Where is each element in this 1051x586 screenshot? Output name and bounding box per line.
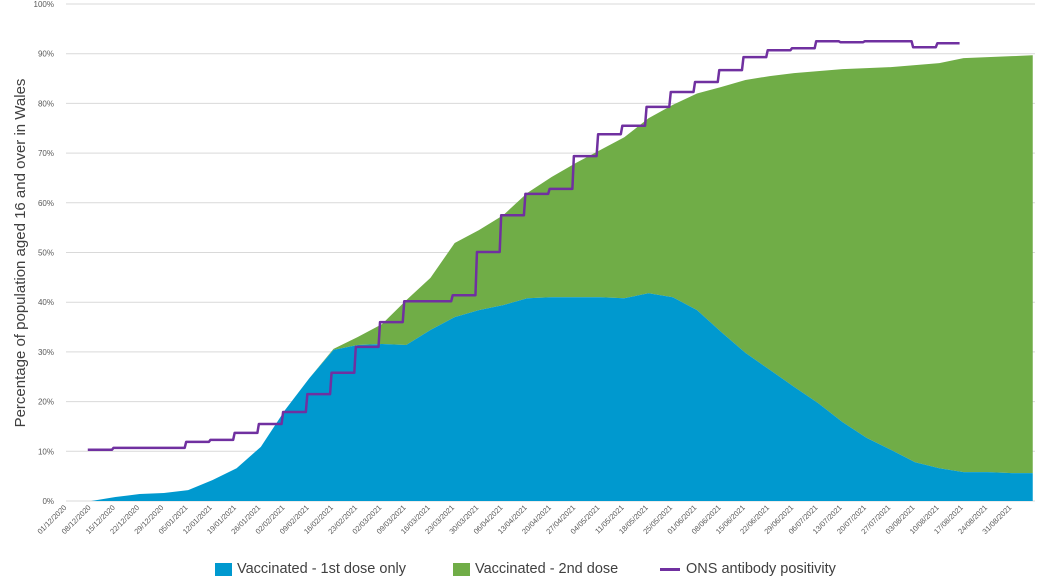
- area-1st-dose-only: [67, 293, 1033, 501]
- line-series: [87, 40, 960, 452]
- legend-swatch-green: [453, 562, 470, 576]
- area-series: [67, 55, 1033, 501]
- y-tick-label: 70%: [38, 149, 54, 158]
- y-axis-title: Percentage of population aged 16 and ove…: [12, 79, 29, 428]
- y-tick-label: 20%: [38, 398, 54, 407]
- legend-item-1st-dose: Vaccinated - 1st dose only: [215, 561, 406, 577]
- area-2nd-dose: [67, 55, 1033, 501]
- legend-line-purple: [660, 567, 680, 571]
- y-tick-label: 60%: [38, 199, 54, 208]
- legend-label: Vaccinated - 2nd dose: [475, 561, 619, 577]
- y-axis-tick-labels: 0% 10% 20% 30% 40% 50% 60% 70% 80% 90% 100%: [34, 0, 54, 506]
- legend-item-ons: ONS antibody positivity: [660, 561, 836, 577]
- y-tick-label: 30%: [38, 348, 54, 357]
- y-tick-label: 90%: [38, 50, 54, 59]
- legend-swatch-blue: [215, 562, 232, 576]
- y-tick-label: 10%: [38, 447, 54, 456]
- legend: Vaccinated - 1st dose only Vaccinated - …: [0, 561, 1051, 581]
- legend-label: Vaccinated - 1st dose only: [237, 561, 406, 577]
- y-tick-label: 0%: [42, 497, 54, 506]
- y-tick-label: 40%: [38, 298, 54, 307]
- legend-label: ONS antibody positivity: [686, 561, 836, 577]
- y-tick-label: 100%: [34, 0, 54, 9]
- legend-item-2nd-dose: Vaccinated - 2nd dose: [453, 561, 618, 577]
- y-tick-label: 50%: [38, 249, 54, 258]
- x-axis-tick-labels: 01/12/202008/12/202015/12/202022/12/2020…: [36, 503, 1014, 536]
- y-tick-label: 80%: [38, 99, 54, 108]
